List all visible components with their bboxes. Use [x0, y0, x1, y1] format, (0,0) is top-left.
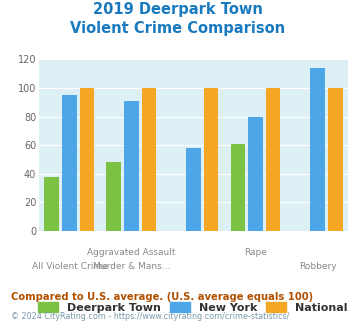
Text: © 2024 CityRating.com - https://www.cityrating.com/crime-statistics/: © 2024 CityRating.com - https://www.city… [11, 312, 289, 321]
Text: Robbery: Robbery [299, 262, 337, 271]
Bar [80, 88, 94, 231]
Text: Violent Crime Comparison: Violent Crime Comparison [70, 21, 285, 36]
Bar [142, 88, 157, 231]
Bar [124, 101, 139, 231]
Bar [44, 177, 59, 231]
Bar [266, 88, 280, 231]
Text: Compared to U.S. average. (U.S. average equals 100): Compared to U.S. average. (U.S. average … [11, 292, 313, 302]
Legend: Deerpark Town, New York, National: Deerpark Town, New York, National [38, 302, 348, 313]
Bar [106, 162, 121, 231]
Bar [62, 95, 77, 231]
Bar [248, 116, 263, 231]
Bar [328, 88, 343, 231]
Bar [310, 68, 325, 231]
Text: 2019 Deerpark Town: 2019 Deerpark Town [93, 2, 262, 16]
Text: All Violent Crime: All Violent Crime [32, 262, 107, 271]
Bar [186, 148, 201, 231]
Bar [230, 144, 245, 231]
Text: Murder & Mans...: Murder & Mans... [93, 262, 170, 271]
Text: Rape: Rape [244, 248, 267, 257]
Text: Aggravated Assault: Aggravated Assault [87, 248, 176, 257]
Bar [203, 88, 218, 231]
